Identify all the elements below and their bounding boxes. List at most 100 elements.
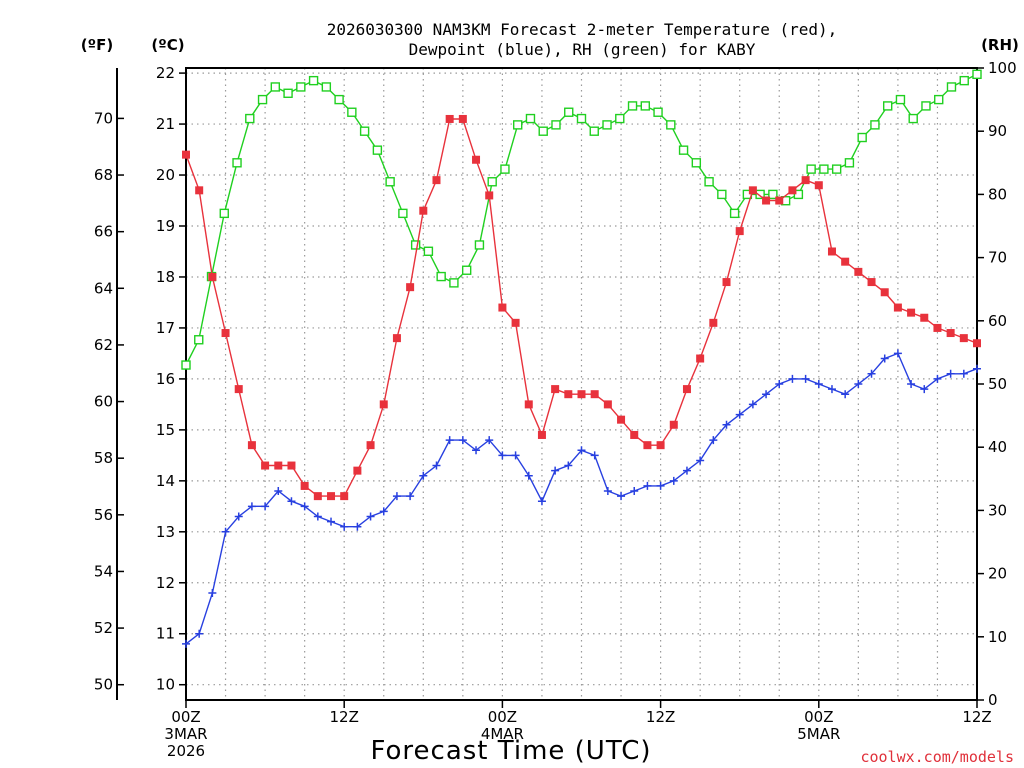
temperature-point: [472, 155, 481, 164]
date-tick-label: 5MAR: [797, 725, 840, 743]
rh-point: [653, 107, 663, 117]
dewpoint-point: [261, 502, 270, 511]
rh-point: [410, 240, 421, 250]
rh-point: [768, 189, 778, 200]
rh-point: [257, 94, 268, 105]
temperature-point: [287, 461, 296, 470]
dewpoint-point: [498, 451, 507, 460]
dewpoint-point: [656, 481, 665, 490]
temperature-point: [234, 385, 243, 394]
chart-title-line-1: 2026030300 NAM3KM Forecast 2-meter Tempe…: [327, 20, 838, 39]
temperature-point: [261, 461, 270, 470]
temperature-point: [854, 267, 863, 276]
rh-point: [423, 246, 434, 256]
dewpoint-point: [854, 380, 863, 388]
celsius-axis: 10 11 12 13 14 15 16 17 18 19 20 21 22: [156, 64, 186, 694]
celsius-tick-label: 21: [156, 115, 175, 133]
dewpoint-point: [841, 390, 850, 399]
rh-tick-label: 70: [988, 249, 1007, 267]
temperature-point: [669, 420, 678, 429]
temperature-point: [182, 150, 190, 159]
temperature-point: [379, 400, 388, 409]
dewpoint-point: [406, 492, 415, 501]
dewpoint-point: [827, 385, 836, 394]
fahrenheit-tick-label: 60: [94, 393, 113, 411]
dewpoint-point: [907, 380, 916, 388]
celsius-tick-label: 17: [156, 319, 175, 337]
temperature-point: [801, 176, 810, 185]
time-tick-label: 12Z: [646, 708, 675, 726]
dewpoint-point: [814, 380, 823, 388]
dewpoint-point: [946, 369, 955, 378]
x-axis-title: Forecast Time (UTC): [370, 736, 651, 766]
source-credit: coolwx.com/models: [860, 748, 1014, 766]
rh-axis: 0 10 20 30 40 50 60 70 80 90 100: [977, 59, 1017, 709]
celsius-tick-label: 19: [156, 217, 175, 235]
rh-point: [870, 120, 880, 130]
dewpoint-point: [366, 512, 375, 521]
dewpoint-point: [973, 364, 981, 373]
time-tick-label: 00Z: [488, 708, 517, 726]
temperature-point: [511, 318, 520, 327]
temperature-point: [577, 390, 586, 399]
fahrenheit-unit-label: (ºF): [81, 36, 113, 54]
dewpoint-point: [603, 487, 612, 496]
temperature-point: [590, 390, 599, 399]
dewpoint-point: [630, 487, 639, 496]
rh-point: [666, 120, 676, 130]
rh-point: [461, 265, 472, 275]
fahrenheit-tick-label: 70: [94, 109, 113, 127]
temperature-point: [735, 227, 744, 236]
rh-point: [551, 120, 561, 130]
temperature-point: [630, 430, 639, 439]
rh-point: [844, 158, 855, 168]
rh-point: [513, 120, 523, 130]
rh-point: [704, 177, 714, 187]
rh-point: [449, 278, 459, 288]
rh-point: [270, 82, 281, 92]
rh-point: [538, 126, 548, 136]
fahrenheit-tick-label: 64: [94, 279, 113, 297]
dewpoint-point: [379, 507, 388, 516]
fahrenheit-tick-label: 66: [94, 223, 113, 241]
rh-point: [946, 82, 957, 92]
rh-point: [627, 101, 638, 111]
rh-point: [372, 145, 383, 155]
dewpoint-point: [221, 527, 230, 536]
rh-point: [793, 189, 804, 200]
celsius-tick-label: 12: [156, 574, 175, 592]
rh-point: [564, 107, 574, 117]
fahrenheit-axis: 50 52 54 56 58 60 62 64 66 68 70: [94, 109, 124, 694]
time-tick-label: 00Z: [804, 708, 833, 726]
rh-point: [194, 335, 204, 345]
temperature-point: [709, 318, 718, 327]
rh-point: [755, 189, 765, 200]
temperature-point: [603, 400, 612, 409]
rh-point: [487, 177, 497, 187]
temperature-point: [643, 441, 652, 450]
rh-point: [500, 164, 510, 174]
temperature-point: [195, 186, 204, 195]
celsius-tick-label: 14: [156, 472, 175, 490]
rh-point: [181, 360, 191, 370]
rh-tick-label: 20: [988, 565, 1007, 583]
temperature-point: [775, 196, 784, 205]
dewpoint-point: [419, 471, 428, 480]
dewpoint-point: [867, 369, 876, 378]
rh-point: [308, 75, 319, 86]
dewpoint-point: [682, 466, 691, 475]
rh-point: [934, 94, 944, 105]
rh-point: [232, 158, 242, 168]
fahrenheit-tick-label: 52: [94, 619, 113, 637]
rh-point: [640, 101, 650, 111]
dewpoint-point: [195, 629, 204, 638]
dewpoint-point: [458, 436, 467, 445]
dewpoint-point: [880, 354, 889, 363]
temperature-point: [300, 481, 309, 490]
rh-tick-label: 100: [988, 59, 1017, 77]
dewpoint-point: [445, 436, 454, 445]
temperature-point: [524, 400, 533, 409]
temperature-point: [933, 323, 942, 332]
temperature-point: [366, 441, 375, 450]
